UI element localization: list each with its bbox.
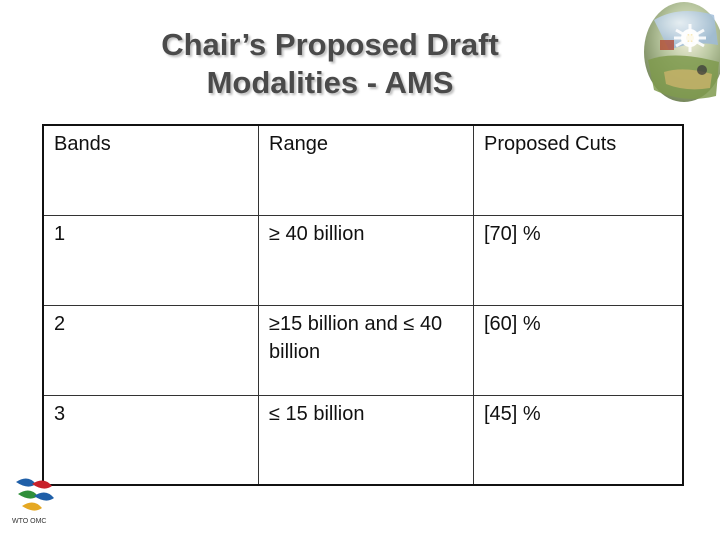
table-row: 1 ≥ 40 billion [70] % xyxy=(42,214,684,306)
cell-band: 3 xyxy=(42,394,259,486)
table-row: 2 ≥15 billion and ≤ 40 billion [60] % xyxy=(42,304,684,396)
slide-title: Chair’s Proposed Draft Modalities - AMS xyxy=(120,26,540,102)
globe-collage-icon xyxy=(644,2,720,102)
wto-caption: WTO OMC xyxy=(12,518,47,525)
cell-range: ≤ 15 billion xyxy=(258,394,474,486)
header-bands: Bands xyxy=(42,124,259,216)
cell-range: ≥15 billion and ≤ 40 billion xyxy=(258,304,474,396)
header-proposed-cuts: Proposed Cuts xyxy=(473,124,684,216)
table-row: 3 ≤ 15 billion [45] % xyxy=(42,394,684,486)
header-range: Range xyxy=(258,124,474,216)
cell-cut: [60] % xyxy=(473,304,684,396)
ams-bands-table: Bands Range Proposed Cuts 1 ≥ 40 billion… xyxy=(42,124,684,486)
title-line-2: Modalities - AMS xyxy=(206,65,454,100)
cell-cut: [45] % xyxy=(473,394,684,486)
cell-cut: [70] % xyxy=(473,214,684,306)
cell-range: ≥ 40 billion xyxy=(258,214,474,306)
wto-logo-icon xyxy=(16,478,54,511)
cell-band: 2 xyxy=(42,304,259,396)
cell-band: 1 xyxy=(42,214,259,306)
title-line-1: Chair’s Proposed Draft xyxy=(161,27,499,62)
table-header-row: Bands Range Proposed Cuts xyxy=(42,124,684,216)
